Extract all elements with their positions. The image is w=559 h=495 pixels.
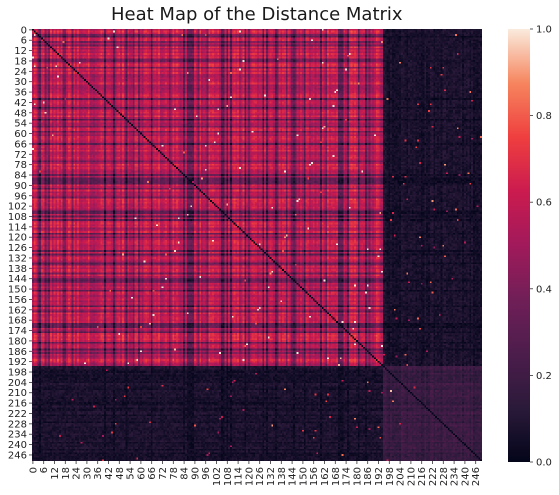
x-axis-ticks: 0 6 12 18 24 30 36 42 48 54 60 66 72 78 84 90 96 102 108 11…	[28, 461, 482, 486]
y-tick-label: 78	[14, 160, 27, 171]
y-tick-label: 156	[8, 295, 27, 306]
x-tick-label: 0	[28, 467, 39, 473]
x-tick-label: 66	[147, 467, 158, 480]
x-tick-label: 174	[342, 467, 353, 486]
y-tick-label: 30	[14, 77, 27, 88]
y-tick-label: 18	[14, 56, 27, 67]
x-tick-label: 228	[439, 467, 450, 486]
y-tick-label: 72	[14, 150, 27, 161]
x-tick-label: 90	[190, 467, 201, 480]
colorbar-tick-label: 0.6	[536, 198, 552, 209]
y-tick-label: 84	[14, 171, 27, 182]
y-tick-label: 144	[8, 274, 27, 285]
x-tick-label: 42	[104, 467, 115, 480]
y-tick-label: 192	[8, 357, 27, 368]
x-tick-label: 48	[115, 467, 126, 480]
x-tick-label: 168	[331, 467, 342, 486]
y-tick-label: 66	[14, 139, 27, 150]
y-tick-label: 198	[8, 368, 27, 379]
y-tick-label: 60	[14, 129, 27, 140]
x-tick-label: 132	[266, 467, 277, 486]
x-tick-label: 198	[385, 467, 396, 486]
y-tick-label: 120	[8, 233, 27, 244]
y-tick-label: 0	[21, 25, 27, 36]
y-tick-label: 138	[8, 264, 27, 275]
y-tick-label: 228	[8, 419, 27, 430]
y-tick-label: 150	[8, 285, 27, 296]
y-tick-label: 48	[14, 108, 27, 119]
x-tick-label: 192	[374, 467, 385, 486]
x-tick-label: 78	[169, 467, 180, 480]
x-tick-label: 72	[158, 467, 169, 480]
heatmap-cells	[32, 29, 482, 461]
x-tick-label: 36	[93, 467, 104, 480]
colorbar-ticks: 0.0 0.2 0.4 0.6 0.8 1.0	[530, 25, 552, 469]
y-tick-label: 132	[8, 253, 27, 264]
x-tick-label: 108	[223, 467, 234, 486]
x-tick-label: 102	[212, 467, 223, 486]
x-tick-label: 222	[428, 467, 439, 486]
x-tick-label: 6	[39, 467, 50, 473]
y-tick-label: 204	[8, 378, 27, 389]
x-tick-label: 120	[244, 467, 255, 486]
colorbar	[508, 29, 530, 462]
y-tick-label: 36	[14, 88, 27, 99]
x-tick-label: 150	[298, 467, 309, 486]
colorbar-tick-label: 0.8	[536, 111, 552, 122]
y-tick-label: 240	[8, 440, 27, 451]
y-axis-ticks: 0612182430364248546066727884909610210811…	[8, 25, 32, 461]
y-tick-label: 90	[14, 181, 27, 192]
y-tick-label: 6	[21, 36, 27, 47]
x-tick-label: 114	[234, 467, 245, 486]
y-tick-label: 186	[8, 347, 27, 358]
x-tick-label: 210	[406, 467, 417, 486]
x-tick-label: 96	[201, 467, 212, 480]
x-tick-label: 216	[417, 467, 428, 486]
y-tick-label: 96	[14, 191, 27, 202]
chart-title: Heat Map of the Distance Matrix	[111, 4, 403, 25]
y-tick-label: 24	[14, 67, 27, 78]
y-tick-label: 234	[8, 430, 27, 441]
y-tick-label: 102	[8, 202, 27, 213]
x-tick-label: 246	[471, 467, 482, 486]
y-tick-label: 210	[8, 388, 27, 399]
y-tick-label: 114	[8, 222, 27, 233]
x-tick-label: 234	[450, 467, 461, 486]
y-tick-label: 126	[8, 243, 27, 254]
x-tick-label: 126	[255, 467, 266, 486]
y-tick-label: 12	[14, 46, 27, 57]
x-tick-label: 24	[72, 467, 83, 480]
x-tick-label: 156	[309, 467, 320, 486]
colorbar-tick-label: 1.0	[536, 25, 552, 36]
y-tick-label: 180	[8, 336, 27, 347]
x-tick-label: 162	[320, 467, 331, 486]
y-tick-label: 168	[8, 316, 27, 327]
heatmap-image	[32, 29, 482, 461]
colorbar-tick-label: 0.4	[536, 284, 552, 295]
x-tick-label: 54	[126, 467, 137, 480]
y-tick-label: 216	[8, 399, 27, 410]
x-tick-label: 84	[180, 467, 191, 480]
y-tick-label: 162	[8, 305, 27, 316]
x-tick-label: 180	[352, 467, 363, 486]
x-tick-label: 240	[460, 467, 471, 486]
y-tick-label: 246	[8, 450, 27, 461]
x-tick-label: 204	[396, 467, 407, 486]
colorbar-tick-label: 0.0	[536, 458, 552, 469]
y-tick-label: 108	[8, 212, 27, 223]
x-tick-label: 30	[82, 467, 93, 480]
y-tick-label: 54	[14, 119, 27, 130]
x-tick-label: 186	[363, 467, 374, 486]
x-tick-label: 12	[50, 467, 61, 480]
colorbar-tick-label: 0.2	[536, 371, 552, 382]
x-tick-label: 138	[277, 467, 288, 486]
x-tick-label: 144	[288, 467, 299, 486]
x-tick-label: 18	[61, 467, 72, 480]
y-tick-label: 222	[8, 409, 27, 420]
x-tick-label: 60	[136, 467, 147, 480]
y-tick-label: 42	[14, 98, 27, 109]
y-tick-label: 174	[8, 326, 27, 337]
